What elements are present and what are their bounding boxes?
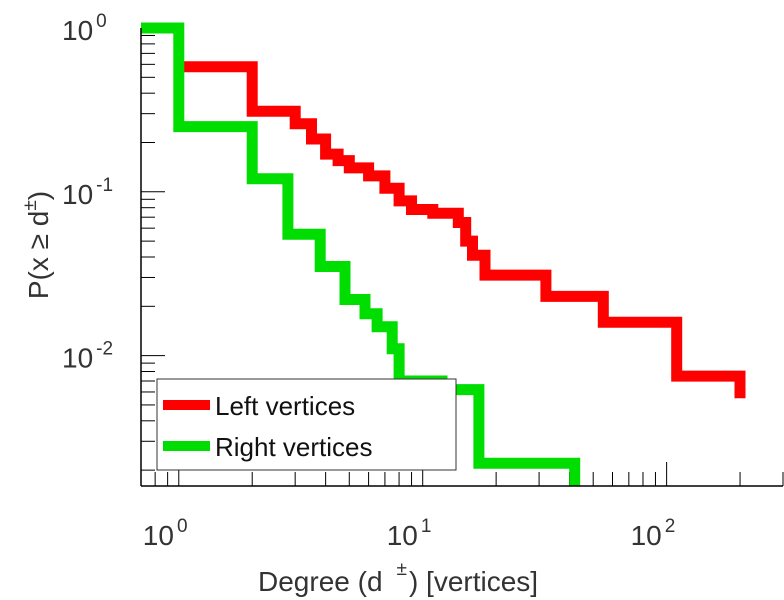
series-line-left-vertices	[178, 61, 746, 399]
y-axis-label: P(x ≥ d±)	[20, 191, 54, 299]
legend-label-right-vertices: Right vertices	[215, 432, 373, 462]
tick-labels: 10 0 10 1 10 2 10 0 10 -1 10 -2	[62, 11, 675, 551]
legend-label-left-vertices: Left vertices	[215, 391, 355, 421]
x-axis-label: Degree (d ±) [vertices]	[258, 559, 538, 597]
x-tick-label: 10 0	[143, 516, 188, 551]
y-tick-label: 10 -1	[62, 175, 113, 210]
x-tick-label: 10 2	[631, 516, 676, 551]
legend-box	[156, 378, 457, 471]
y-tick-label: 10 -2	[62, 339, 113, 374]
legend: Left vertices Right vertices	[156, 378, 457, 471]
y-tick-label: 10 0	[62, 11, 107, 46]
x-tick-label: 10 1	[387, 516, 432, 551]
